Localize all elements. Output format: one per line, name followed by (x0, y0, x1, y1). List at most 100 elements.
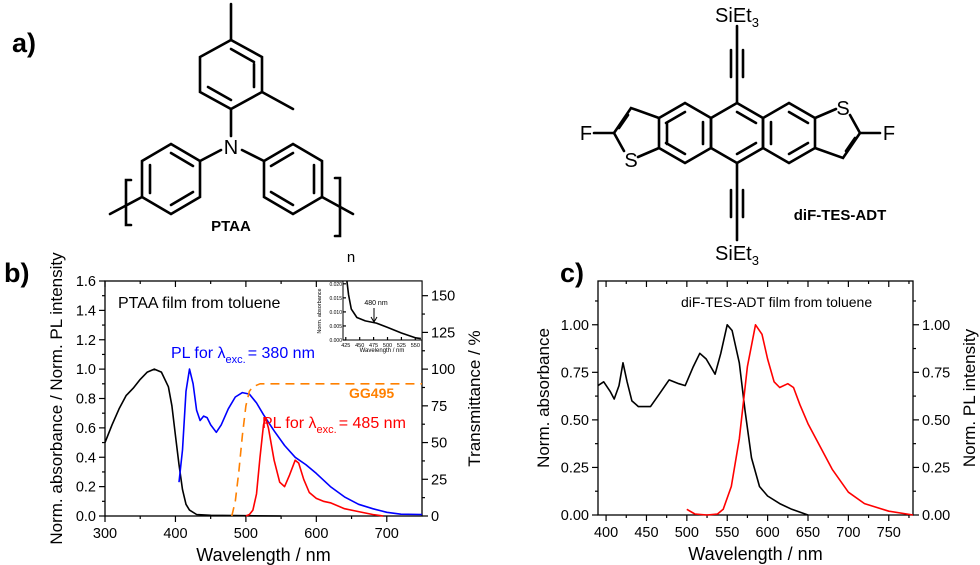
adt-sulfur-left: S (624, 150, 637, 172)
inset-arrow-icon (370, 308, 378, 323)
x-axis-label: Wavelength / nm (196, 545, 330, 565)
y-tick-label: 1.0 (76, 362, 96, 378)
plot-frame (597, 280, 914, 516)
adt-bottom-alkyne (729, 161, 745, 242)
y2-tick-label: 75 (431, 399, 447, 415)
inset-chart: 425 450 475 500 525 550 0.000 0.005 0.010 0.015 0.… (317, 280, 423, 354)
y2-axis-label: Norm. PL intensity (960, 328, 979, 467)
panel-label-c: c) (560, 258, 584, 288)
inset-frame (342, 280, 423, 341)
ptaa-left-bracket (124, 178, 133, 227)
adt-silyl-bottom: SiEt3 (715, 243, 759, 268)
ptaa-left-ring (140, 142, 202, 216)
ptaa-right-ring (262, 142, 324, 216)
annotation-pl-485: PL for λexc. = 485 nm (262, 415, 406, 436)
y2-tick-label: 0 (431, 509, 439, 525)
annotation-gg495: GG495 (349, 385, 394, 401)
ptaa-methyl-bonds (229, 2, 295, 111)
x-tick-label: 500 (234, 526, 258, 542)
y2-tick-label: 0.75 (922, 365, 950, 381)
x-tick-label: 400 (594, 525, 618, 541)
series-line-pl-for-exc-485-nm (245, 416, 384, 517)
chart-title: diF-TES-ADT film from toluene (681, 294, 872, 310)
panel-label-b: b) (4, 258, 29, 288)
x-tick-label: 650 (796, 525, 820, 541)
inset-y-tick-label: 0.005 (329, 324, 342, 330)
x-tick-label: 700 (836, 525, 860, 541)
adt-ring-double-bonds (664, 110, 810, 156)
y-tick-label: 0.50 (561, 413, 589, 429)
inset-x-tick-label: 475 (369, 343, 378, 349)
adt-fluorine-left: F (580, 123, 592, 145)
chart-title: PTAA film from toluene (118, 295, 281, 312)
y-tick-label: 1.6 (76, 274, 96, 290)
adt-fluorine-right: F (883, 123, 895, 145)
chart-c-adt-spectra: 400 450 500 550 600 650 700 750 0.00 0.25 0.50 0.75… (534, 280, 979, 564)
y2-tick-label: 1.00 (922, 318, 950, 334)
inset-annotation-480nm: 480 nm (364, 300, 388, 307)
series-line-absorbance (104, 368, 282, 517)
y-tick-label: 0.6 (76, 421, 96, 437)
adt-left-thiophene (612, 106, 661, 159)
inset-x-tick-label: 450 (355, 343, 364, 349)
y-axis-label: Norm. absorbance / Norm. PL intensity (47, 252, 66, 545)
series-line-pl-for-exc-380-nm (178, 368, 423, 516)
y-axis-label: Norm. absorbance (534, 328, 553, 468)
x-tick-label: 550 (715, 525, 739, 541)
ptaa-top-ring-double-bonds (206, 47, 256, 102)
adt-top-alkyne (729, 24, 745, 105)
x-tick-label: 400 (163, 526, 187, 542)
ptaa-name: PTAA (211, 218, 251, 235)
x-axis-label: Wavelength / nm (688, 544, 822, 564)
dif-tes-adt-structure: SiEt3 SiEt3 F F S S diF-TES-ADT (580, 5, 895, 268)
inset-x-tick-label: 500 (383, 343, 392, 349)
ptaa-left-ring-double-bonds (148, 151, 195, 207)
inset-y-tick-label: 0.020 (329, 282, 342, 288)
inset-y-tick-label: 0.015 (329, 296, 342, 302)
x-tick-label: 600 (756, 525, 780, 541)
inset-y-tick-label: 0.000 (329, 338, 342, 344)
x-tick-label: 300 (93, 526, 117, 542)
series-line-absorbance (597, 324, 809, 516)
ptaa-n-bonds (198, 107, 266, 163)
inset-x-tick-label: 425 (341, 343, 350, 349)
inset-x-axis-label: Wavelength / nm (360, 348, 405, 354)
y2-tick-label: 125 (431, 325, 455, 341)
series-line-pl (686, 324, 914, 516)
annotation-pl-380: PL for λexc. = 380 nm (171, 345, 315, 366)
y-tick-label: 1.2 (76, 333, 96, 349)
adt-right-thiophene (813, 107, 862, 160)
inset-x-tick-label: 525 (397, 343, 406, 349)
y-tick-label: 0.2 (76, 480, 96, 496)
ptaa-structure: N PTAA n (108, 2, 355, 266)
x-tick-label: 700 (375, 526, 399, 542)
y-tick-label: 0.25 (561, 460, 589, 476)
y-tick-label: 0.75 (561, 365, 589, 381)
y2-tick-label: 0.00 (922, 508, 950, 524)
y-tick-label: 0.00 (561, 508, 589, 524)
chart-b-ptaa-spectra: 300 400 500 600 7000.00.20.40.60.81.01.21.41… (47, 252, 484, 565)
series-line-gg495 (231, 383, 422, 517)
ptaa-nitrogen-label: N (224, 137, 238, 159)
y-tick-label: 0.8 (76, 392, 96, 408)
y-tick-label: 1.00 (561, 318, 589, 334)
x-tick-label: 500 (675, 525, 699, 541)
ptaa-repeat-n: n (347, 249, 355, 266)
y2-tick-label: 0.50 (922, 413, 950, 429)
y2-axis-label: Transmittance / % (465, 330, 484, 466)
inset-y-tick-label: 0.010 (329, 310, 342, 316)
y2-tick-label: 150 (431, 289, 455, 305)
y-tick-label: 0.0 (76, 509, 96, 525)
inset-x-tick-label: 550 (411, 343, 420, 349)
y-tick-label: 1.4 (76, 303, 96, 319)
adt-sulfur-right: S (836, 98, 849, 120)
adt-name: diF-TES-ADT (794, 207, 886, 224)
ptaa-right-ring-double-bonds (269, 151, 316, 207)
ptaa-right-bracket (333, 176, 342, 238)
y2-tick-label: 0.25 (922, 460, 950, 476)
x-tick-label: 750 (877, 525, 901, 541)
x-tick-label: 450 (634, 525, 658, 541)
y2-tick-label: 100 (431, 362, 455, 378)
y-tick-label: 0.4 (76, 450, 96, 466)
